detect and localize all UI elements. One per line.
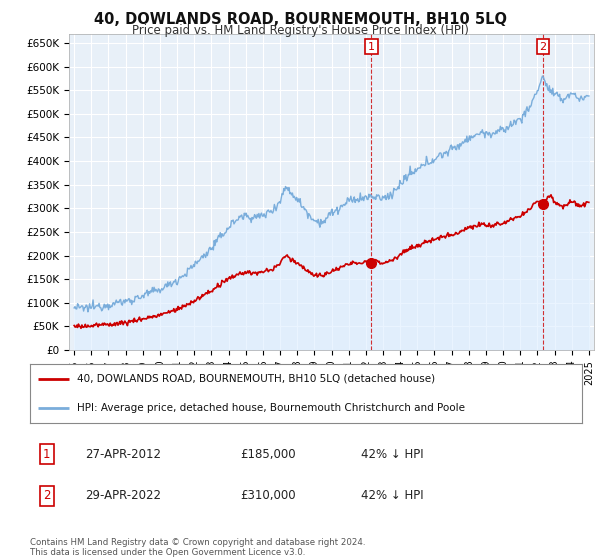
Text: 2: 2 bbox=[539, 41, 547, 52]
Text: 42% ↓ HPI: 42% ↓ HPI bbox=[361, 448, 424, 461]
Text: 40, DOWLANDS ROAD, BOURNEMOUTH, BH10 5LQ: 40, DOWLANDS ROAD, BOURNEMOUTH, BH10 5LQ bbox=[94, 12, 506, 27]
Text: 42% ↓ HPI: 42% ↓ HPI bbox=[361, 489, 424, 502]
Text: 40, DOWLANDS ROAD, BOURNEMOUTH, BH10 5LQ (detached house): 40, DOWLANDS ROAD, BOURNEMOUTH, BH10 5LQ… bbox=[77, 374, 435, 384]
Text: 27-APR-2012: 27-APR-2012 bbox=[85, 448, 161, 461]
Text: 1: 1 bbox=[43, 448, 50, 461]
Text: HPI: Average price, detached house, Bournemouth Christchurch and Poole: HPI: Average price, detached house, Bour… bbox=[77, 403, 465, 413]
Text: 2: 2 bbox=[43, 489, 50, 502]
Text: £310,000: £310,000 bbox=[240, 489, 295, 502]
Text: 1: 1 bbox=[368, 41, 375, 52]
Text: 29-APR-2022: 29-APR-2022 bbox=[85, 489, 161, 502]
Text: Price paid vs. HM Land Registry's House Price Index (HPI): Price paid vs. HM Land Registry's House … bbox=[131, 24, 469, 36]
Text: £185,000: £185,000 bbox=[240, 448, 295, 461]
Text: Contains HM Land Registry data © Crown copyright and database right 2024.
This d: Contains HM Land Registry data © Crown c… bbox=[30, 538, 365, 557]
